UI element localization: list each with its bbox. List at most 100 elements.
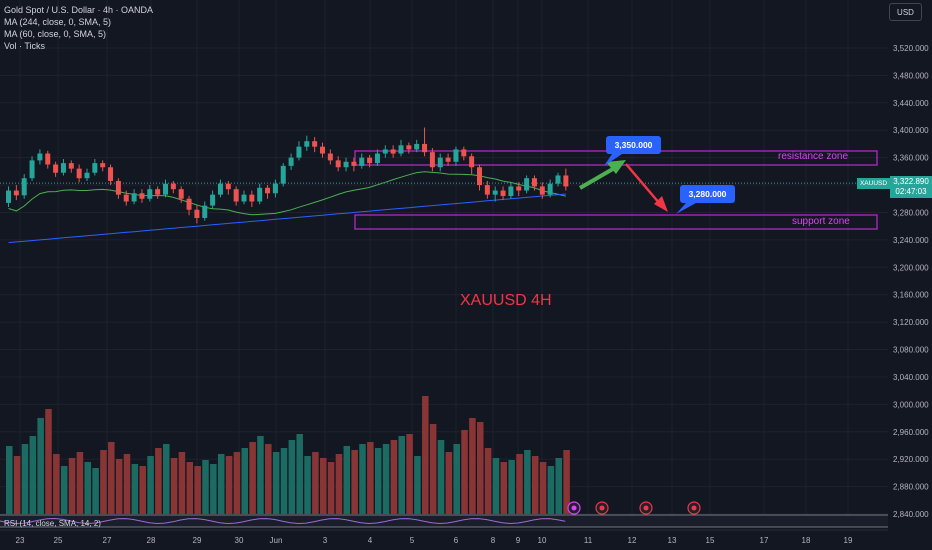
volume-bar	[469, 418, 476, 514]
volume-bar	[563, 450, 570, 514]
candle-body	[147, 189, 153, 199]
candle-body	[76, 168, 82, 179]
time-axis: 23 25 27 28 29 30 Jun 3 4 5 6 8 9 10 11 12 13 15 17 18 19	[0, 529, 888, 545]
volume-bar	[13, 456, 21, 514]
price-tick-label: 3,040.000	[893, 373, 929, 382]
candle-body	[477, 167, 482, 186]
target-up-callout[interactable]: 3,350.000	[606, 136, 661, 154]
time-tick-label: 11	[584, 536, 593, 545]
resistance-zone-label: resistance zone	[778, 151, 849, 162]
ma244-legend[interactable]: MA (244, close, 0, SMA, 5)	[4, 17, 112, 27]
volume-bar	[422, 396, 429, 514]
candle-body	[249, 194, 255, 202]
candle-body	[343, 161, 349, 168]
candle-body	[100, 163, 106, 168]
candle-body	[296, 146, 302, 158]
candle-body	[516, 186, 522, 191]
candle-body	[108, 167, 114, 181]
volume-bar	[241, 448, 248, 514]
price-tick-label: 3,240.000	[893, 236, 929, 245]
candle-body	[429, 152, 435, 168]
volume-bar	[547, 466, 555, 514]
candle-body	[265, 187, 271, 194]
candle-body	[288, 157, 294, 166]
volume-legend[interactable]: Vol · Ticks	[4, 41, 46, 51]
volume-bar	[390, 440, 398, 514]
price-tick-label: 3,080.000	[893, 346, 929, 355]
candle-body	[37, 153, 43, 161]
candle-body	[547, 183, 553, 195]
candle-body	[469, 156, 475, 168]
candle-body	[53, 164, 59, 173]
rsi-pane	[0, 514, 888, 528]
price-tick-label: 3,520.000	[893, 44, 929, 53]
candle-body	[92, 163, 98, 173]
volume-bar	[312, 452, 319, 514]
chart-grid	[0, 0, 888, 515]
time-tick-label: 18	[802, 536, 811, 545]
volume-bar	[296, 434, 303, 514]
callout-pointer	[604, 154, 622, 166]
event-markers	[567, 501, 701, 515]
ma60-legend[interactable]: MA (60, close, 0, SMA, 5)	[4, 29, 107, 39]
volume-bar	[131, 464, 139, 514]
arrow-down-shaft	[625, 163, 661, 205]
candle-body	[406, 145, 412, 150]
candle-body	[13, 190, 19, 196]
volume-bar	[492, 458, 500, 514]
zones	[0, 150, 888, 230]
support-zone	[354, 214, 878, 230]
candle-body	[280, 165, 286, 184]
candle-body	[233, 189, 239, 202]
volume-bar	[37, 418, 44, 514]
arrow-up-shaft	[578, 164, 620, 190]
rsi-legend[interactable]: RSI (14, close, SMA, 14, 2)	[4, 519, 101, 528]
event-dot	[691, 505, 697, 511]
rsi-line	[0, 517, 566, 525]
candle-body	[241, 194, 247, 202]
last-price-badge: 3,322.890 02:47:03	[890, 176, 932, 198]
chart-legend: Gold Spot / U.S. Dollar · 4h · OANDA MA …	[4, 4, 153, 52]
price-tick-label: 3,000.000	[893, 400, 929, 409]
candle-body	[178, 189, 184, 199]
time-tick-label: 17	[760, 536, 769, 545]
candle-body	[453, 149, 459, 162]
time-tick-label: 23	[16, 536, 25, 545]
volume-bar	[508, 460, 515, 514]
volume-bar	[6, 446, 13, 514]
candle-body	[327, 153, 333, 161]
candle-body	[123, 194, 129, 202]
volume-bar	[92, 468, 99, 514]
price-axis-bg	[888, 0, 932, 550]
time-tick-label: 29	[193, 536, 202, 545]
candle-body	[555, 175, 561, 184]
volume-bar	[249, 442, 256, 514]
candle-body	[84, 172, 90, 179]
symbol-line[interactable]: Gold Spot / U.S. Dollar · 4h · OANDA	[4, 5, 154, 15]
price-axis: 3,520.000 3,480.000 3,440.000 3,400.000 3,36…	[888, 0, 932, 550]
volume-bar	[163, 444, 170, 514]
volume-bar	[186, 462, 194, 514]
volume-bar	[257, 436, 264, 514]
volume-bar	[288, 440, 296, 514]
volume-bar	[414, 456, 421, 514]
candle-body	[312, 141, 318, 147]
price-tick-label: 3,360.000	[893, 154, 929, 163]
volume-bar	[225, 456, 233, 514]
volume-bar	[84, 462, 91, 514]
volume-bar	[539, 462, 547, 514]
volume-bar	[343, 446, 351, 514]
currency-button[interactable]: USD	[889, 3, 922, 21]
target-down-callout[interactable]: 3,280.000	[680, 185, 735, 203]
candle-body	[304, 141, 310, 147]
price-tick-label: 3,480.000	[893, 71, 929, 80]
volume-bar	[516, 454, 523, 514]
candle-body	[21, 178, 27, 196]
volume-bar	[351, 450, 358, 514]
candle-body	[29, 160, 35, 179]
time-tick-label: 10	[538, 536, 547, 545]
candle-body	[422, 143, 428, 153]
price-tick-label: 2,840.000	[893, 510, 929, 519]
price-tick-label: 3,120.000	[893, 318, 929, 327]
